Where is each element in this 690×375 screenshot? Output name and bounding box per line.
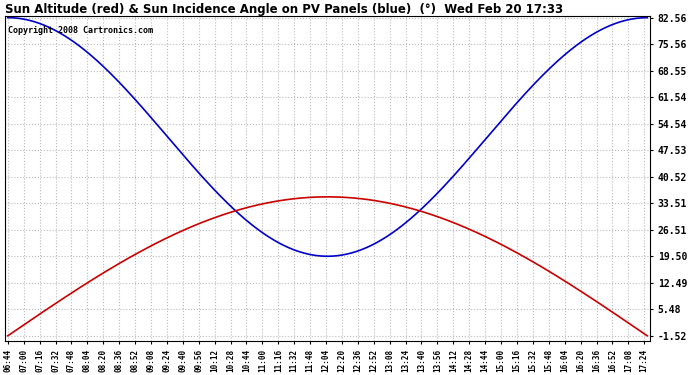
Text: Sun Altitude (red) & Sun Incidence Angle on PV Panels (blue)  (°)  Wed Feb 20 17: Sun Altitude (red) & Sun Incidence Angle… <box>5 3 563 16</box>
Text: Copyright 2008 Cartronics.com: Copyright 2008 Cartronics.com <box>8 26 153 34</box>
